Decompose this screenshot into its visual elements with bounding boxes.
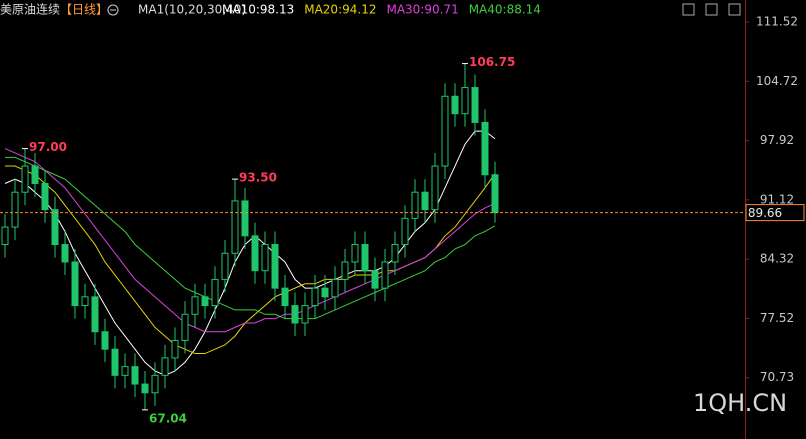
candle-body (41, 182, 49, 211)
candle-body (251, 235, 259, 272)
candle-body (171, 339, 179, 359)
candle-body (351, 244, 359, 263)
candle-body (161, 357, 169, 376)
watermark: 1QH.CN (693, 389, 787, 417)
indicator-label: MA1(10,20,30,40) (138, 3, 246, 17)
button[interactable] (728, 3, 741, 16)
button[interactable] (682, 3, 695, 16)
candle-body (191, 296, 199, 315)
candle-body (81, 296, 89, 307)
candle-body (21, 165, 29, 193)
candle-body (401, 217, 409, 246)
period-label: 【日线】 (60, 3, 108, 17)
candle-body (371, 270, 379, 289)
candle-body (1, 226, 9, 246)
candle-body (381, 261, 389, 289)
candle-body (131, 366, 139, 385)
candle-body (261, 244, 269, 272)
candle-body (451, 95, 459, 115)
settings-icon[interactable] (107, 4, 119, 16)
candle-body (321, 287, 329, 298)
candle-body (481, 121, 489, 176)
ma-line (4, 148, 496, 333)
candle-body (201, 296, 209, 307)
candle-body (471, 87, 479, 123)
candle-body (431, 165, 439, 211)
candle-body (291, 305, 299, 324)
candle-body (181, 313, 189, 341)
legend-entry: MA20:94.12 (304, 3, 376, 17)
candle-body (91, 296, 99, 333)
y-tick-label: 77.52 (760, 311, 794, 325)
candle-body (361, 244, 369, 272)
y-tick-label: 104.72 (756, 74, 798, 88)
candle-body (101, 331, 109, 350)
button[interactable] (705, 3, 718, 16)
y-tick-label: 70.73 (760, 370, 794, 384)
candle-body (211, 278, 219, 307)
candle-body (441, 95, 449, 167)
candle-body (11, 191, 19, 228)
candle-body (231, 200, 239, 254)
chart-title: 美原油连续 (0, 2, 60, 17)
candle-body (111, 348, 119, 376)
legend-entry: MA40:88.14 (469, 3, 541, 17)
ma-line (5, 156, 496, 320)
legend-entry: MA30:90.71 (386, 3, 458, 17)
candle-body (301, 305, 309, 324)
window-buttons (682, 3, 741, 16)
candle-body (341, 261, 349, 280)
ma-line (4, 130, 496, 376)
last-price-label: 89.66 (748, 206, 782, 220)
candle-body (421, 191, 429, 211)
last-price-box (745, 204, 805, 222)
candle-body (491, 174, 499, 214)
candle-body (331, 278, 339, 298)
y-tick-label: 84.32 (760, 252, 794, 266)
annotation-label: 106.75 (469, 55, 515, 69)
candle-body (141, 383, 149, 394)
candle-body (461, 87, 469, 115)
candle-body (221, 252, 229, 280)
y-tick-label: 91.12 (760, 192, 794, 206)
candle-body (71, 261, 79, 307)
candle-body (151, 374, 159, 394)
candle-body (281, 287, 289, 307)
candle-body (241, 200, 249, 237)
candle-body (31, 165, 39, 184)
legend-entry: MA10:98.13 (222, 3, 294, 17)
annotation-label: 67.04 (149, 411, 187, 425)
candle-body (271, 244, 279, 289)
annotation-label: 93.50 (239, 171, 277, 185)
y-tick-label: 111.52 (756, 14, 798, 28)
candle-body (311, 287, 319, 307)
candle-body (391, 244, 399, 263)
candle-body (121, 366, 129, 376)
annotation-label: 97.00 (29, 140, 67, 154)
candle-body (51, 209, 59, 246)
candle-body (61, 244, 69, 263)
candle-body (411, 191, 419, 219)
y-tick-label: 97.92 (760, 133, 794, 147)
